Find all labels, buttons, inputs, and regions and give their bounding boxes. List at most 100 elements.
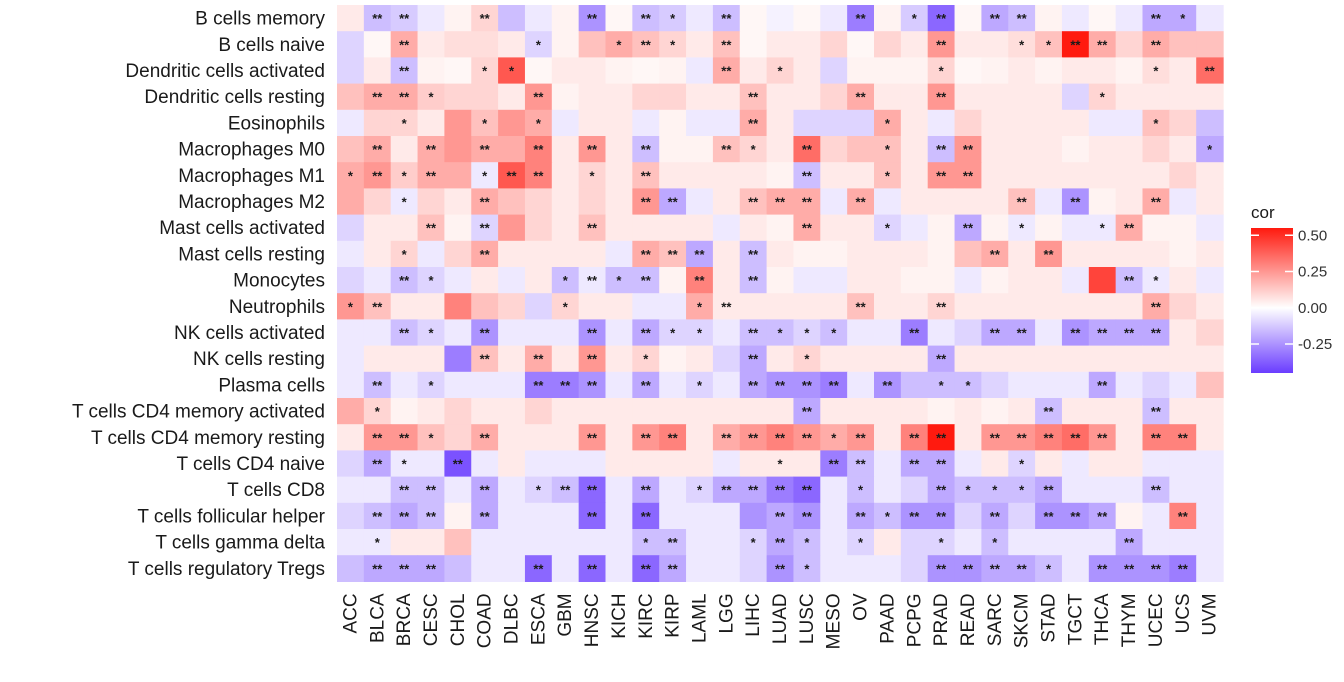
significance-mark: **: [1070, 430, 1081, 445]
significance-mark: **: [372, 430, 383, 445]
heatmap-cell: [390, 214, 419, 242]
heatmap-cell: [874, 502, 902, 530]
heatmap-cell: [927, 83, 956, 111]
significance-mark: **: [909, 430, 920, 445]
significance-mark: **: [775, 561, 786, 576]
heatmap-cell: [1035, 424, 1063, 451]
significance-mark: **: [372, 509, 383, 524]
heatmap-cell: [444, 136, 472, 163]
heatmap-cell: [498, 555, 526, 582]
significance-mark: *: [616, 273, 622, 288]
heatmap-cell: [1035, 5, 1063, 32]
heatmap-cell: [793, 83, 821, 111]
significance-mark: **: [426, 561, 437, 576]
heatmap-cell: [551, 240, 580, 268]
column-label: TGCT: [1065, 593, 1086, 645]
significance-mark: *: [1019, 37, 1025, 52]
heatmap-cell: [847, 31, 875, 58]
heatmap-cell: [498, 5, 526, 32]
heatmap-cell: [578, 31, 607, 58]
heatmap-cell: [524, 345, 553, 373]
heatmap-cell: [337, 293, 365, 320]
heatmap-cell: [632, 83, 660, 111]
heatmap-cell: [927, 424, 956, 451]
significance-mark: **: [802, 404, 813, 419]
heatmap-cell: [847, 5, 875, 32]
significance-mark: *: [402, 457, 408, 472]
heatmap-cell: [1115, 57, 1144, 85]
legend-tick-label: 0.00: [1298, 300, 1327, 317]
significance-mark: **: [587, 221, 598, 236]
heatmap-cell: [390, 136, 419, 163]
heatmap-cell: [578, 555, 607, 582]
heatmap-cell: [739, 398, 768, 425]
heatmap-cell: [337, 450, 365, 478]
heatmap-cell: [874, 136, 902, 163]
heatmap-cell: [874, 214, 902, 242]
heatmap-cell: [578, 83, 607, 111]
significance-mark: **: [936, 299, 947, 314]
significance-mark: **: [802, 168, 813, 183]
significance-mark: **: [748, 247, 759, 262]
heatmap-cell: [524, 476, 553, 504]
heatmap-cell: [712, 109, 741, 137]
heatmap-cell: [551, 83, 580, 111]
heatmap-cell: [498, 424, 526, 451]
heatmap-cell: [1115, 267, 1144, 294]
heatmap-cell: [1035, 188, 1063, 216]
row-label: B cells memory: [195, 9, 325, 30]
significance-mark: **: [721, 11, 732, 26]
significance-mark: **: [480, 483, 491, 498]
significance-mark: **: [641, 247, 652, 262]
heatmap-cell: [498, 83, 526, 111]
heatmap-cell: [337, 398, 365, 425]
heatmap-cell: [417, 450, 445, 478]
heatmap-cell: [900, 162, 929, 189]
heatmap-cell: [632, 450, 660, 478]
heatmap-cell: [847, 188, 875, 216]
heatmap-cell: [390, 188, 419, 216]
significance-mark: *: [1100, 221, 1106, 236]
significance-mark: *: [992, 483, 998, 498]
heatmap-cell: [954, 240, 982, 268]
significance-mark: **: [802, 378, 813, 393]
heatmap-cell: [390, 109, 419, 137]
heatmap-cell: [793, 345, 821, 373]
significance-mark: **: [668, 535, 679, 550]
heatmap-cell: [337, 109, 365, 137]
significance-mark: **: [372, 142, 383, 157]
heatmap-cell: [793, 450, 821, 478]
heatmap-cell: [1035, 398, 1063, 425]
heatmap-cell: [337, 162, 365, 189]
significance-mark: *: [939, 64, 945, 79]
significance-mark: **: [748, 378, 759, 393]
significance-mark: **: [372, 168, 383, 183]
heatmap-cell: [1142, 476, 1170, 504]
significance-mark: **: [694, 247, 705, 262]
significance-mark: *: [751, 535, 757, 550]
heatmap-cell: [686, 476, 714, 504]
heatmap-cell: [1061, 136, 1090, 163]
heatmap-cell: [390, 529, 419, 556]
significance-mark: **: [372, 378, 383, 393]
heatmap-cell: [444, 371, 472, 399]
heatmap-cell: [1115, 555, 1144, 582]
significance-mark: **: [856, 11, 867, 26]
heatmap-cell: [874, 476, 902, 504]
heatmap-cell: [551, 398, 580, 425]
heatmap-cell: [1169, 319, 1197, 347]
column-label: ACC: [340, 593, 361, 633]
significance-mark: **: [1151, 430, 1162, 445]
heatmap-cell: [874, 57, 902, 85]
heatmap-cell: [605, 450, 633, 478]
significance-mark: **: [1151, 483, 1162, 498]
heatmap-cell: [578, 345, 607, 373]
heatmap-cell: [1008, 371, 1036, 399]
heatmap-cell: [686, 502, 714, 530]
heatmap-cell: [981, 109, 1009, 137]
heatmap-cell: [1008, 529, 1036, 556]
heatmap-cell: [1088, 345, 1117, 373]
heatmap-cell: [417, 57, 445, 85]
heatmap-cell: [954, 555, 982, 582]
heatmap-cell: [632, 136, 660, 163]
